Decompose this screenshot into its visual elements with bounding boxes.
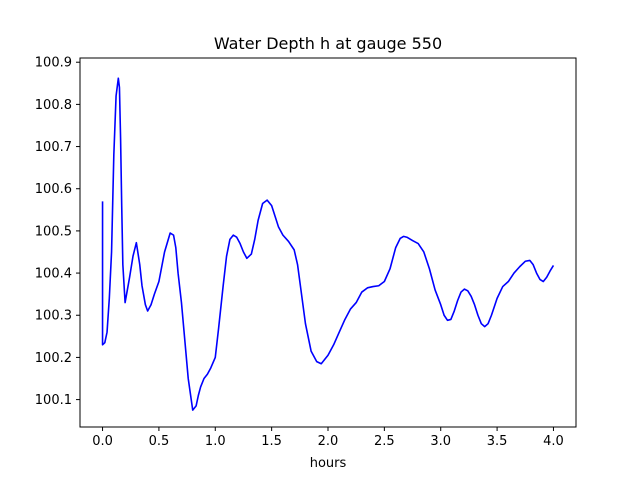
- x-tick-label: 1.5: [261, 434, 282, 449]
- x-tick-label: 3.5: [487, 434, 508, 449]
- y-tick-label: 100.6: [35, 182, 72, 197]
- y-tick-label: 100.7: [35, 140, 72, 155]
- series-line-0: [101, 77, 555, 411]
- y-tick-label: 100.5: [35, 224, 72, 239]
- x-tick-label: 4.0: [543, 434, 564, 449]
- plot-area: [79, 57, 577, 428]
- x-tick-label: 2.0: [318, 434, 339, 449]
- x-tick-label: 0.5: [149, 434, 170, 449]
- y-tick-label: 100.1: [35, 393, 72, 408]
- chart-title: Water Depth h at gauge 550: [214, 34, 442, 53]
- x-tick-label: 1.0: [205, 434, 226, 449]
- x-tick-label: 2.5: [374, 434, 395, 449]
- y-tick-label: 100.3: [35, 309, 72, 324]
- x-axis: 0.0 0.5 1.0 1.5 2.0 2.5 3.0 3.5 4.0: [92, 427, 564, 449]
- y-tick-label: 100.4: [35, 267, 72, 282]
- x-axis-label: hours: [310, 456, 347, 471]
- x-tick-label: 0.0: [92, 434, 113, 449]
- x-tick-label: 3.0: [430, 434, 451, 449]
- y-tick-label: 100.9: [35, 56, 72, 71]
- y-tick-label: 100.2: [35, 351, 72, 366]
- plot-frame: [79, 57, 577, 428]
- y-axis: 100.1 100.2 100.3 100.4 100.5 100.6 100.7 100.8…: [35, 56, 80, 408]
- y-tick-label: 100.8: [35, 98, 72, 113]
